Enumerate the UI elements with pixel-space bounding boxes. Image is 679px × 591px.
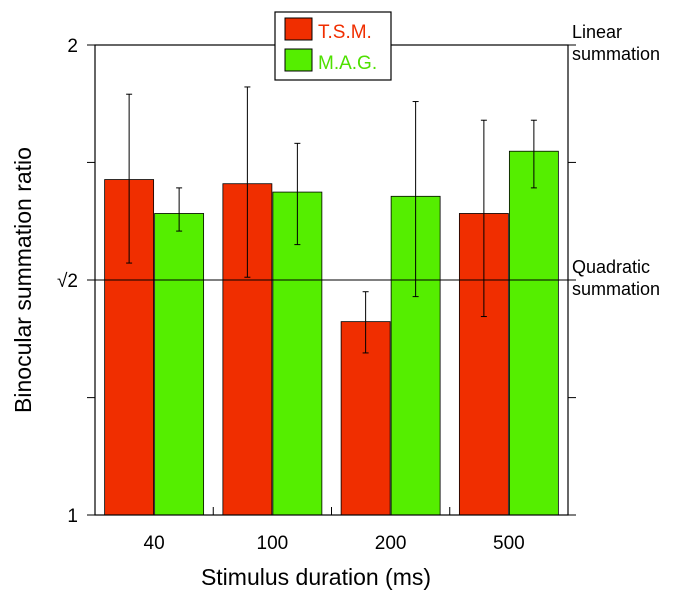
legend-label-mag: M.A.G. <box>318 53 377 74</box>
bar-mag-40 <box>154 213 205 516</box>
bar-mag-500 <box>508 150 559 516</box>
bar-tsm-200 <box>340 321 391 516</box>
axis-ticks-layer <box>87 44 576 516</box>
y-tick-label: 1 <box>67 506 78 527</box>
x-axis-label: Stimulus duration (ms) <box>201 564 431 590</box>
legend: T.S.M. M.A.G. <box>274 11 392 81</box>
x-tick-label-40: 40 <box>144 533 165 554</box>
y-axis-label: Binocular summation ratio <box>10 147 36 413</box>
reference-label-line: Linear <box>572 22 622 42</box>
reference-label-line: summation <box>572 44 660 64</box>
legend-label-tsm: T.S.M. <box>318 22 372 43</box>
reference-label-line: summation <box>572 279 660 299</box>
bars-layer <box>104 150 559 516</box>
reference-label-line: Quadratic <box>572 257 650 277</box>
x-tick-label-500: 500 <box>493 533 525 554</box>
legend-swatch-tsm <box>284 17 313 41</box>
y-tick-label: √2 <box>57 271 78 292</box>
error-bars-layer <box>126 86 537 354</box>
y-tick-label: 2 <box>67 36 78 57</box>
x-tick-label-100: 100 <box>257 533 289 554</box>
x-tick-label-200: 200 <box>375 533 407 554</box>
legend-swatch-mag <box>284 48 313 72</box>
